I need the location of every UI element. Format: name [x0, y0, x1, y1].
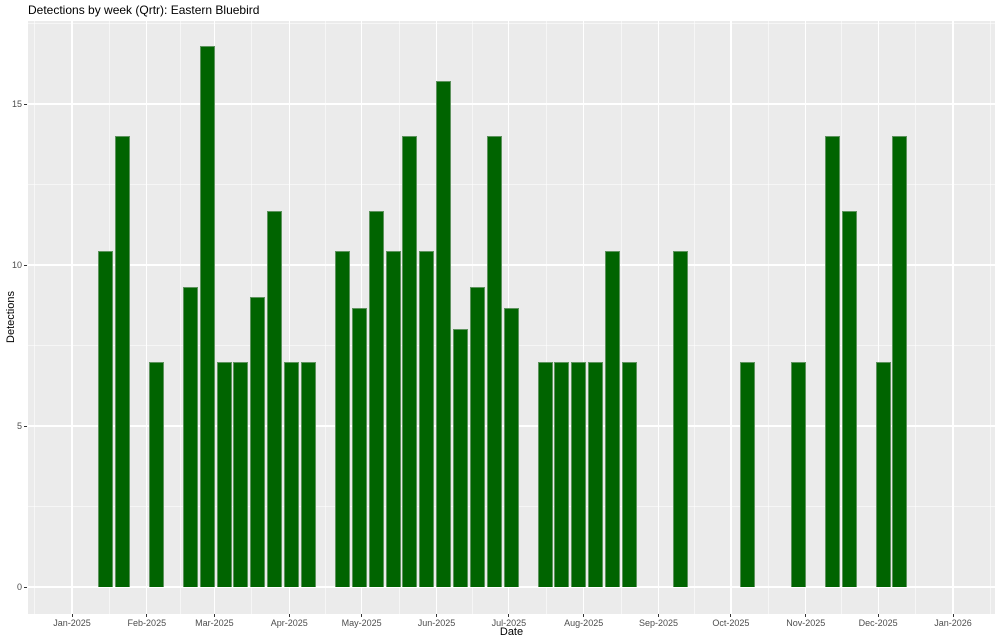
bar-week-2025-02-05: [148, 361, 164, 587]
x-tick-mark: [508, 614, 510, 617]
y-tick-label: 0: [16, 581, 22, 592]
bar-week-2025-06-18: [470, 286, 485, 587]
x-tick-label: May-2025: [341, 618, 382, 628]
x-tick-mark: [146, 614, 148, 617]
gridline-x-minor: [620, 21, 622, 614]
gridline-x-major: [583, 21, 585, 614]
gridline-x-major: [952, 21, 954, 614]
bar-week-2025-05-21: [402, 136, 418, 587]
gridline-y-minor: [28, 184, 995, 185]
bar-week-2025-04-30: [351, 307, 367, 587]
bar-week-2025-12-03: [875, 361, 891, 587]
y-tick-label: 10: [11, 259, 22, 270]
x-tick-mark: [71, 614, 73, 617]
bar-week-2025-10-08: [740, 361, 756, 587]
x-tick-mark: [435, 614, 437, 617]
bar-week-2025-08-20: [622, 361, 638, 587]
y-tick-mark: [24, 586, 27, 588]
gridline-x-minor: [694, 21, 696, 614]
bar-week-2025-04-02: [284, 361, 300, 587]
bar-week-2025-05-14: [385, 251, 401, 587]
x-tick-mark: [805, 614, 807, 617]
bar-week-2025-06-25: [486, 136, 502, 587]
bar-week-2025-06-11: [453, 329, 469, 587]
x-tick-mark: [288, 614, 290, 617]
bar-week-2025-06-04: [436, 81, 452, 587]
plot-panel: [28, 21, 995, 614]
gridline-x-minor: [324, 21, 326, 614]
x-tick-mark: [730, 614, 732, 617]
gridline-x-minor: [180, 21, 182, 614]
bar-week-2025-03-12: [233, 361, 249, 587]
gridline-x-major: [71, 21, 73, 614]
gridline-x-major: [730, 21, 732, 614]
bar-week-2025-09-10: [672, 251, 688, 587]
x-axis-title: Date: [499, 626, 524, 638]
x-tick-label: Nov-2025: [786, 618, 826, 628]
x-tick-mark: [361, 614, 363, 617]
bar-week-2025-02-19: [182, 286, 198, 587]
gridline-x-major: [146, 21, 148, 614]
gridline-x-minor: [545, 21, 547, 614]
bar-week-2025-05-07: [368, 211, 384, 587]
bar-week-2025-11-19: [841, 211, 857, 587]
y-tick-label: 5: [16, 420, 22, 431]
gridline-x-major: [877, 21, 879, 614]
bar-week-2025-04-23: [334, 251, 350, 587]
bar-week-2025-04-09: [301, 361, 317, 587]
gridline-y-major: [28, 586, 995, 588]
bar-week-2025-08-13: [605, 251, 621, 587]
gridline-x-major: [805, 21, 807, 614]
x-tick-label: Mar-2025: [195, 618, 234, 628]
gridline-x-minor: [915, 21, 917, 614]
y-axis-title: Detections: [5, 291, 17, 343]
x-tick-label: Aug-2025: [564, 618, 604, 628]
x-tick-label: Jan-2025: [53, 618, 91, 628]
bar-week-2025-08-06: [588, 361, 604, 587]
x-tick-label: Jun-2025: [417, 618, 456, 628]
bar-week-2025-01-22: [115, 136, 131, 587]
bar-week-2025-03-05: [216, 361, 232, 587]
bar-week-2025-07-23: [554, 361, 570, 587]
bar-week-2025-10-29: [791, 361, 807, 587]
gridline-y-minor: [28, 23, 995, 24]
y-tick-label: 15: [11, 98, 22, 109]
x-tick-label: Oct-2025: [712, 618, 750, 628]
x-tick-mark: [877, 614, 879, 617]
x-tick-label: Feb-2025: [127, 618, 167, 628]
gridline-x-major: [288, 21, 290, 614]
bar-week-2025-03-19: [250, 297, 266, 587]
x-tick-mark: [583, 614, 585, 617]
y-tick-mark: [24, 103, 27, 105]
bar-week-2025-02-26: [199, 46, 215, 587]
x-tick-label: Jul-2025: [491, 618, 527, 628]
gridline-x-minor: [767, 21, 769, 614]
x-tick-mark: [952, 614, 954, 617]
gridline-x-minor: [34, 21, 36, 614]
bar-week-2025-01-15: [98, 251, 114, 587]
gridline-y-major: [28, 103, 995, 105]
bar-week-2025-07-30: [571, 361, 587, 587]
bar-week-2025-11-12: [824, 136, 840, 587]
x-tick-label: Jan-2026: [934, 618, 972, 628]
chart-title: Detections by week (Qrtr): Eastern Blueb…: [28, 3, 260, 17]
bar-week-2025-05-28: [419, 251, 435, 587]
y-tick-mark: [24, 425, 27, 427]
y-tick-mark: [24, 264, 27, 266]
bar-week-2025-07-02: [503, 307, 519, 587]
x-tick-label: Sep-2025: [638, 618, 679, 628]
x-tick-label: Apr-2025: [270, 618, 308, 628]
x-tick-label: Dec-2025: [858, 618, 898, 628]
bar-week-2025-12-10: [892, 136, 908, 587]
bar-week-2025-03-26: [267, 211, 283, 587]
x-tick-mark: [213, 614, 215, 617]
gridline-y-major: [28, 264, 995, 266]
gridline-x-major: [657, 21, 660, 614]
bar-week-2025-07-16: [537, 361, 553, 587]
gridline-x-minor: [989, 21, 991, 614]
x-tick-mark: [658, 614, 660, 617]
